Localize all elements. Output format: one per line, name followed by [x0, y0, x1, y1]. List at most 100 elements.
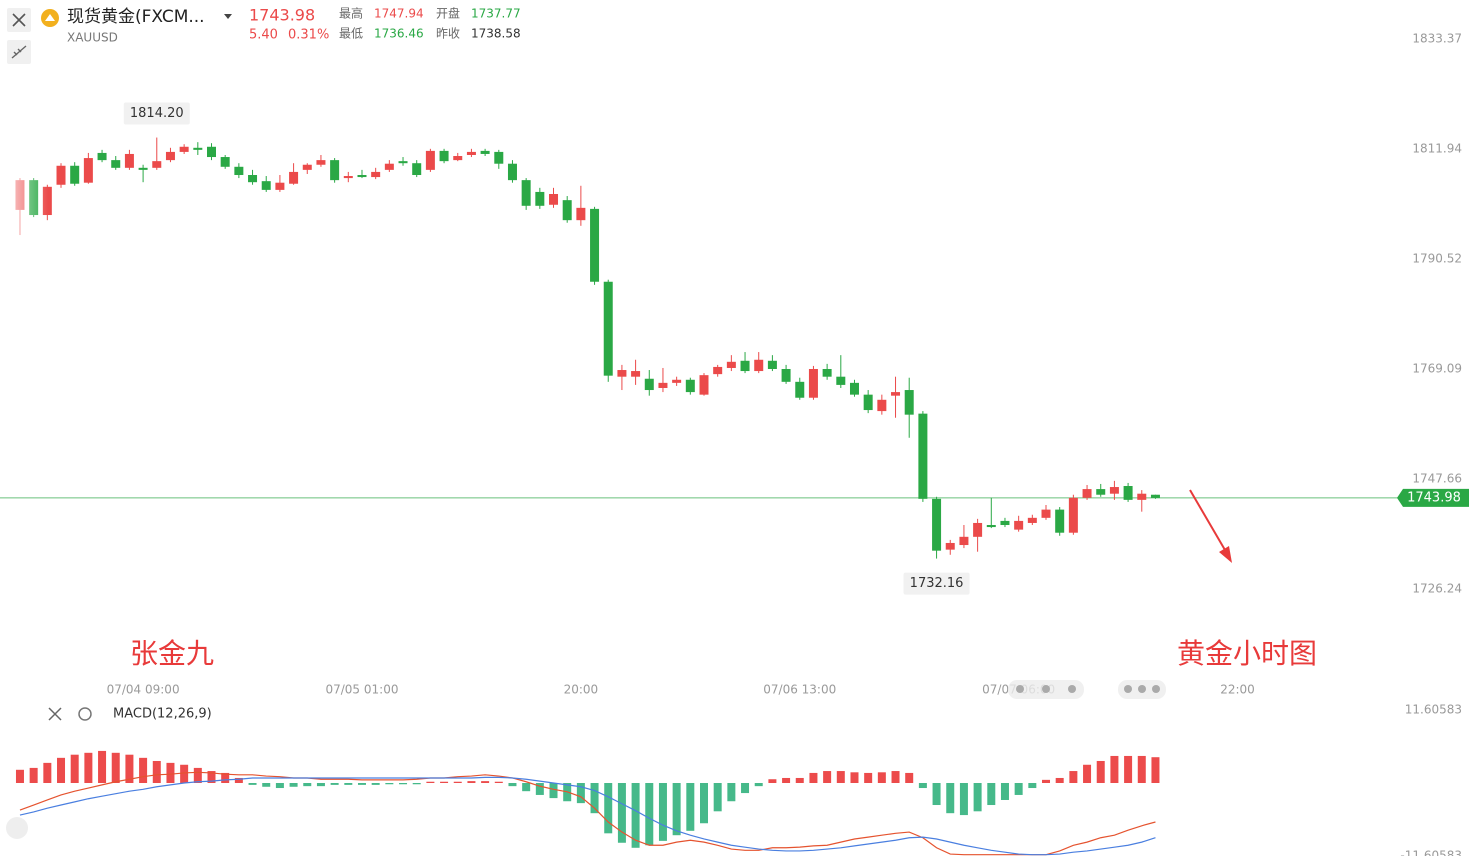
candle-body	[713, 366, 723, 375]
macd-settings[interactable]	[78, 707, 92, 721]
macd-bar	[782, 777, 791, 783]
macd-bar	[918, 783, 927, 789]
macd-bar	[440, 781, 449, 783]
candle-body	[986, 525, 996, 528]
candle-body	[330, 160, 340, 181]
symbol-name: 现货黄金(FXCM...	[67, 7, 205, 27]
macd-bar	[234, 777, 243, 783]
y-tick-label: 1790.52	[1412, 252, 1462, 266]
author-note: 张金九	[130, 637, 214, 670]
candle-body	[1068, 497, 1078, 533]
bottom-icon[interactable]	[6, 817, 28, 839]
macd-bar	[426, 781, 435, 783]
candle-body	[480, 150, 490, 154]
x-tick-label: 07/04 09:00	[107, 683, 180, 697]
candle-body	[932, 498, 942, 551]
candle-body	[945, 542, 955, 550]
candle-body	[97, 152, 107, 161]
candle-body	[70, 165, 80, 184]
overlay-icons[interactable]	[1008, 680, 1166, 699]
candle-body	[343, 176, 353, 179]
y-tick-label: 1747.66	[1412, 472, 1462, 486]
candle-body	[193, 147, 203, 150]
symbol-code: XAUUSD	[67, 31, 118, 45]
candle-body	[877, 399, 887, 412]
macd-bar	[344, 783, 353, 785]
macd-bar	[303, 783, 312, 787]
candle-body	[699, 375, 709, 395]
macd-bar	[795, 777, 804, 783]
price: 1743.98	[249, 6, 315, 25]
candle-body	[576, 207, 586, 221]
candle-body	[603, 281, 613, 376]
candle-body	[1027, 517, 1037, 523]
macd-bar	[973, 783, 982, 812]
macd-bar	[494, 781, 503, 783]
macd-bar	[193, 767, 202, 783]
macd-bar	[699, 783, 708, 824]
min-label: 1732.16	[910, 576, 964, 591]
candle-body	[863, 394, 873, 411]
low-label: 最低	[339, 27, 363, 41]
candle-body	[138, 167, 148, 170]
macd-bar	[809, 772, 818, 783]
macd-bar	[57, 757, 66, 783]
macd-bar	[453, 781, 462, 783]
macd-bar	[330, 783, 339, 785]
macd-bar	[686, 783, 695, 831]
candle-body	[371, 171, 381, 178]
macd-bar	[522, 783, 531, 792]
macd-bar	[905, 772, 914, 783]
candle-body	[275, 182, 285, 190]
macd-bar	[590, 783, 599, 814]
y-tick-label: -11.60583	[1400, 849, 1462, 856]
macd-bar	[1137, 755, 1146, 783]
candle-body	[549, 193, 559, 205]
candle-body	[672, 379, 682, 383]
x-tick-label: 22:00	[1220, 683, 1255, 697]
macd-bar	[1000, 783, 1009, 800]
candle-body	[754, 359, 764, 372]
x-tick-label: 07/05 01:00	[325, 683, 398, 697]
y-tick-label: 1769.09	[1412, 362, 1462, 376]
macd-bar	[727, 783, 736, 802]
last-price-tag	[1397, 488, 1469, 507]
candle-body	[836, 376, 846, 385]
dropdown[interactable]	[224, 14, 232, 19]
macd-bar	[481, 781, 490, 783]
macd-bar	[1055, 777, 1064, 783]
macd-bar	[836, 771, 845, 783]
candle-body	[521, 180, 531, 206]
macd-title: MACD(12,26,9)	[113, 707, 212, 722]
macd-bar	[535, 783, 544, 795]
macd-bar	[152, 760, 161, 783]
macd-bar	[1124, 755, 1133, 783]
macd-bar	[125, 754, 134, 783]
measure-button[interactable]	[7, 40, 31, 64]
candle-body	[891, 392, 901, 396]
macd-bar	[385, 783, 394, 785]
candle-body	[1109, 487, 1119, 494]
low-value: 1736.46	[374, 27, 424, 41]
candle-body	[1123, 486, 1133, 500]
candle-body	[207, 146, 217, 158]
left-fade	[0, 150, 48, 250]
macd-line	[19, 776, 1156, 856]
min-label-box	[903, 572, 970, 595]
close-button[interactable]	[7, 8, 31, 32]
candle-body	[248, 175, 258, 183]
macd-close[interactable]	[48, 707, 62, 721]
prev-value: 1738.58	[471, 27, 521, 41]
candle-body	[234, 166, 244, 176]
x-tick-label: 20:00	[564, 683, 599, 697]
candle-body	[1000, 520, 1010, 526]
macd-bar	[754, 783, 763, 787]
macd-bar	[357, 783, 366, 785]
y-tick-label: 1726.24	[1412, 581, 1462, 595]
candle-body	[767, 360, 777, 369]
open-label: 开盘	[436, 6, 460, 21]
macd-bar	[275, 783, 284, 789]
macd-bar	[823, 771, 832, 783]
